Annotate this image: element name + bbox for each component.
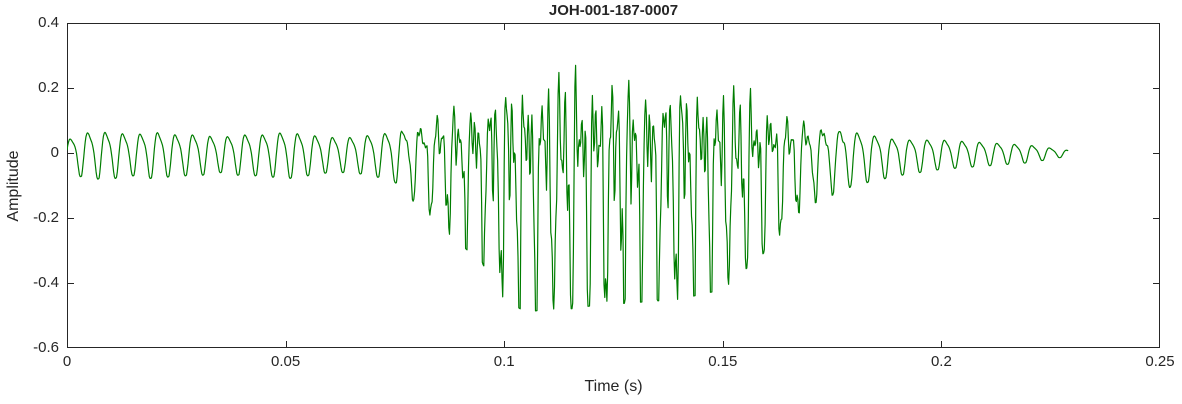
x-tick-label: 0.15 [708,353,738,370]
waveform-line [66,64,1069,312]
y-tick-label: -0.6 [33,339,59,356]
x-tick-label: 0 [62,353,72,370]
y-tick-label: 0.4 [38,14,59,31]
x-axis-label: Time (s) [584,378,643,395]
chart-title: JOH-001-187-0007 [548,2,679,19]
y-tick-label: -0.2 [33,209,59,226]
y-tick-label: 0.2 [38,79,59,96]
plot-canvas [66,23,1161,349]
y-tick-label: 0 [50,144,59,161]
x-tick-label: 0.25 [1145,353,1175,370]
x-tick-label: 0.05 [270,353,301,370]
x-tick-label: 0.1 [493,353,515,370]
axes-box [67,23,1160,348]
x-tick-label: 0.2 [930,353,952,370]
plot-area [66,23,1161,349]
y-tick-label: -0.4 [33,274,59,291]
